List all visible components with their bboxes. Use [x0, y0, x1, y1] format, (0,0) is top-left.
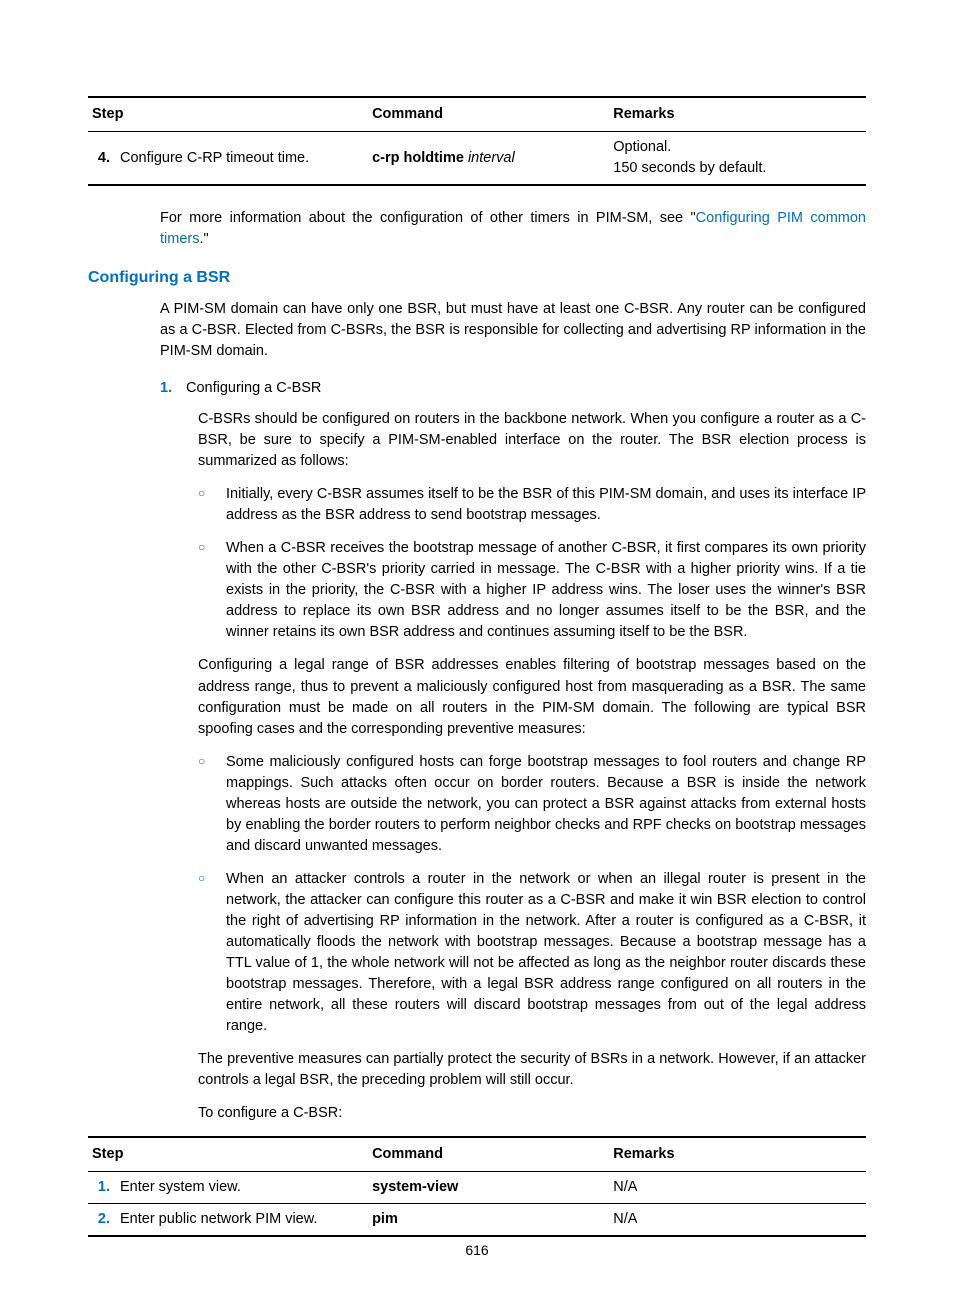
circle-bullet-icon: ○ — [198, 485, 205, 502]
sub-list-election: ○ Initially, every C-BSR assumes itself … — [198, 484, 866, 643]
command-bold: c-rp holdtime — [372, 150, 464, 166]
step-text: Enter system view. — [120, 1179, 241, 1195]
intro-paragraph: For more information about the configura… — [160, 208, 866, 250]
cell-step: 2.Enter public network PIM view. — [88, 1203, 368, 1236]
step-number: 2. — [92, 1209, 120, 1230]
cell-command: c-rp holdtime interval — [368, 132, 609, 186]
step-text: Configure C-RP timeout time. — [120, 150, 309, 166]
intro-text-b: ." — [199, 231, 208, 247]
list-item: 1.Configuring a C-BSR — [160, 378, 866, 399]
command-arg: interval — [468, 150, 515, 166]
cbsr-steps-table: Step Command Remarks 1.Enter system view… — [88, 1136, 866, 1237]
remarks-top: Optional. — [613, 137, 862, 158]
th-remarks: Remarks — [609, 1137, 866, 1172]
circle-bullet-icon: ○ — [198, 539, 205, 556]
table-row: 2.Enter public network PIM view. pim N/A — [88, 1203, 866, 1236]
paragraph-legal-range: Configuring a legal range of BSR address… — [198, 655, 866, 739]
table-header-row: Step Command Remarks — [88, 1137, 866, 1172]
circle-bullet-icon: ○ — [198, 753, 205, 770]
cell-remarks: N/A — [609, 1203, 866, 1236]
step-number: 4. — [92, 148, 120, 169]
page-content: Step Command Remarks 4.Configure C-RP ti… — [0, 0, 954, 1299]
ordered-list: 1.Configuring a C-BSR — [160, 378, 866, 399]
remarks-bottom: 150 seconds by default. — [613, 158, 862, 179]
circle-bullet-icon: ○ — [198, 870, 205, 887]
th-step: Step — [88, 97, 368, 132]
cell-command: system-view — [368, 1171, 609, 1203]
table-header-row: Step Command Remarks — [88, 97, 866, 132]
step-text: Enter public network PIM view. — [120, 1211, 317, 1227]
table-row: 1.Enter system view. system-view N/A — [88, 1171, 866, 1203]
step-number: 1. — [92, 1177, 120, 1198]
timeout-table: Step Command Remarks 4.Configure C-RP ti… — [88, 96, 866, 186]
page-number: 616 — [0, 1240, 954, 1260]
heading-configuring-bsr: Configuring a BSR — [88, 266, 866, 289]
sub-list-spoofing: ○ Some maliciously configured hosts can … — [198, 752, 866, 1037]
sub-list-item: ○ Initially, every C-BSR assumes itself … — [198, 484, 866, 526]
th-command: Command — [368, 1137, 609, 1172]
list-number: 1. — [160, 378, 186, 399]
sub-text: Initially, every C-BSR assumes itself to… — [226, 486, 866, 523]
paragraph-to-configure: To configure a C-BSR: — [198, 1103, 866, 1124]
sub-list-item: ○ Some maliciously configured hosts can … — [198, 752, 866, 857]
paragraph-preventive: The preventive measures can partially pr… — [198, 1049, 866, 1091]
th-remarks: Remarks — [609, 97, 866, 132]
paragraph-domain: A PIM-SM domain can have only one BSR, b… — [160, 299, 866, 362]
list-title: Configuring a C-BSR — [186, 380, 321, 396]
intro-text-a: For more information about the configura… — [160, 210, 696, 226]
th-step: Step — [88, 1137, 368, 1172]
cell-command: pim — [368, 1203, 609, 1236]
cell-step: 4.Configure C-RP timeout time. — [88, 132, 368, 186]
sub-list-item: ○ When an attacker controls a router in … — [198, 869, 866, 1037]
paragraph-cbsr-config: C-BSRs should be configured on routers i… — [198, 409, 866, 472]
sub-list-item: ○ When a C-BSR receives the bootstrap me… — [198, 538, 866, 643]
sub-text: Some maliciously configured hosts can fo… — [226, 754, 866, 854]
cell-remarks: Optional. 150 seconds by default. — [609, 132, 866, 186]
table-row: 4.Configure C-RP timeout time. c-rp hold… — [88, 132, 866, 186]
cell-step: 1.Enter system view. — [88, 1171, 368, 1203]
cell-remarks: N/A — [609, 1171, 866, 1203]
th-command: Command — [368, 97, 609, 132]
sub-text: When a C-BSR receives the bootstrap mess… — [226, 540, 866, 640]
sub-text: When an attacker controls a router in th… — [226, 871, 866, 1034]
